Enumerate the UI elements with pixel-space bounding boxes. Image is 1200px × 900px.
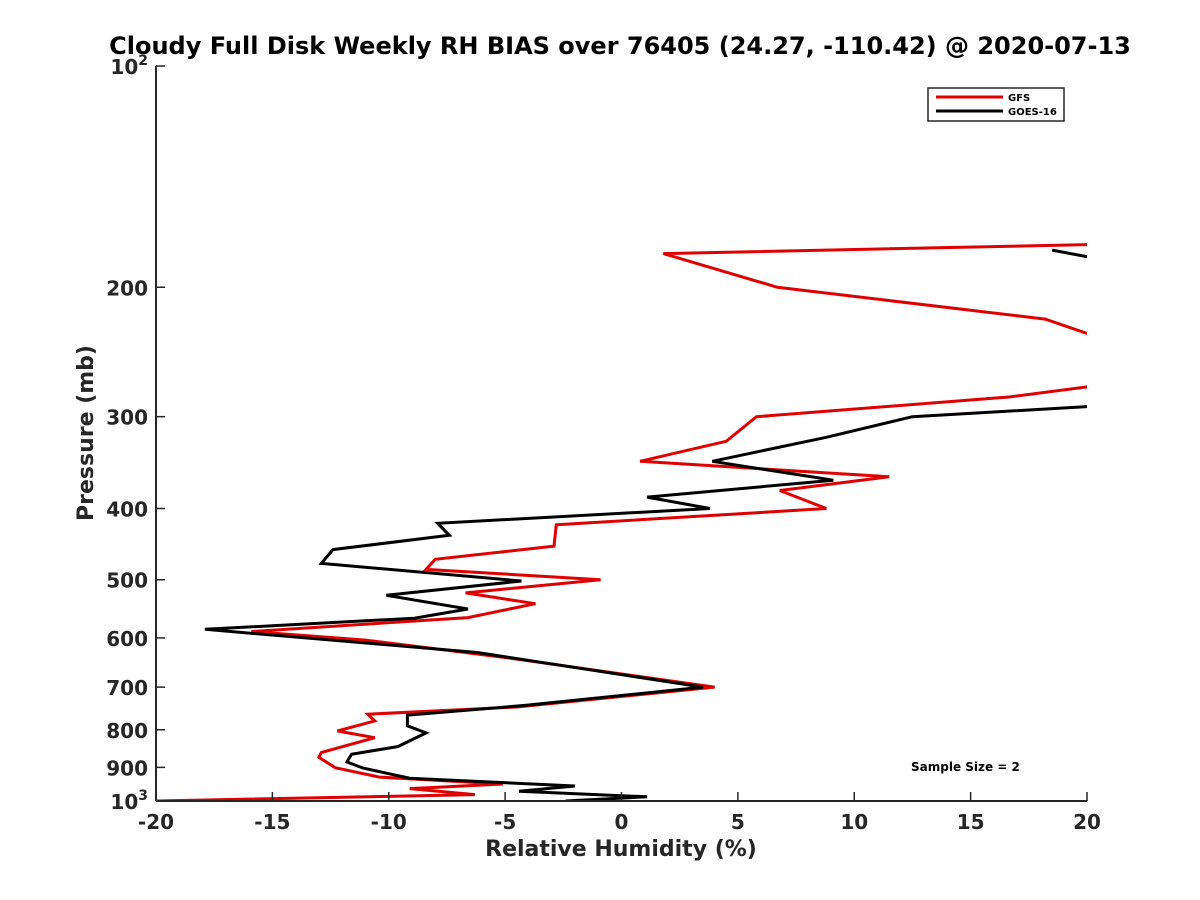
- x-tick-label: -10: [371, 810, 407, 834]
- y-tick-label: 900: [106, 756, 148, 780]
- x-tick-label: -20: [138, 810, 174, 834]
- y-tick-label: 800: [106, 719, 148, 743]
- x-tick-label: -15: [254, 810, 290, 834]
- legend-label-gfs: GFS: [1008, 93, 1030, 104]
- y-tick-label: 300: [106, 406, 148, 430]
- chart-title: Cloudy Full Disk Weekly RH BIAS over 764…: [109, 32, 1131, 60]
- y-tick-label: 500: [106, 569, 148, 593]
- series-line-goes-16-0: [204, 405, 1087, 801]
- x-ticks: -20 -15 -10 -5 0 5 10 15 20: [138, 792, 1101, 834]
- legend-box: [927, 87, 1065, 122]
- y-tick-label: 600: [106, 627, 148, 651]
- series-line-gfs-1: [156, 385, 1087, 801]
- x-tick-label: 20: [1073, 810, 1101, 834]
- x-tick-label: 15: [957, 810, 985, 834]
- y-axis-label: Pressure (mb): [74, 345, 99, 521]
- x-tick-label: 10: [840, 810, 868, 834]
- y-tick-label: 102: [110, 53, 148, 79]
- legend-label-goes-16: GOES-16: [1008, 107, 1057, 118]
- x-tick-label: 5: [731, 810, 745, 834]
- legend: GFS GOES-16: [927, 87, 1065, 122]
- series-line-goes-16-1: [1051, 248, 1087, 259]
- y-tick-label: 700: [106, 676, 148, 700]
- y-tick-label: 103: [110, 788, 148, 814]
- y-ticks: 102 200 300 400 500 600 700 800 900 103: [106, 53, 165, 814]
- y-tick-label: 200: [106, 276, 148, 300]
- x-tick-label: -5: [494, 810, 516, 834]
- x-axis-label: Relative Humidity (%): [485, 837, 757, 862]
- y-tick-label: 400: [106, 498, 148, 522]
- x-tick-label: 0: [615, 810, 629, 834]
- sample-size-annotation: Sample Size = 2: [911, 760, 1020, 774]
- series-layer: [156, 243, 1087, 801]
- series-line-gfs-0: [662, 243, 1087, 336]
